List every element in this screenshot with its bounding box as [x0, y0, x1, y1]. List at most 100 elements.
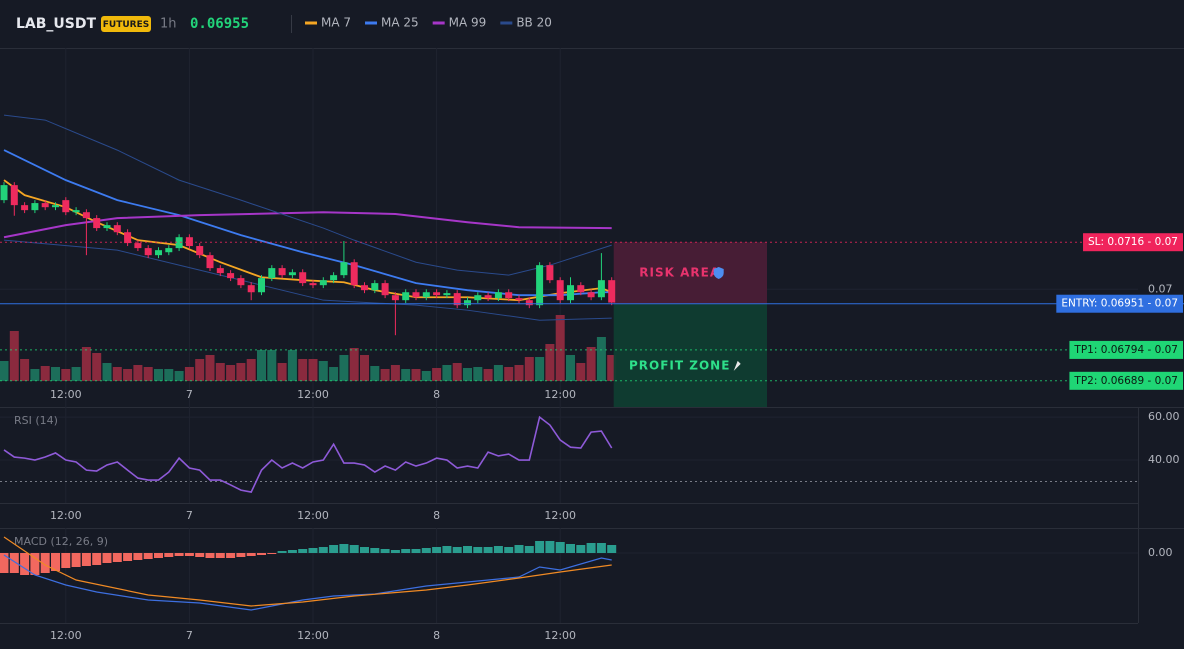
volume-bar — [535, 357, 545, 381]
candle-body — [124, 232, 132, 244]
candle-body — [567, 285, 574, 301]
macd-histogram-bar — [92, 553, 102, 565]
candle-body — [10, 185, 18, 206]
volume-bar — [452, 363, 462, 381]
x-tick-label: 12:00 — [297, 509, 329, 522]
candle-body — [464, 300, 471, 306]
macd-histogram-bar — [287, 550, 297, 553]
volume-bar — [215, 363, 225, 381]
zone-label: RISK AREA — [639, 265, 720, 279]
macd-histogram-bar — [463, 546, 472, 553]
volume-bar — [329, 367, 339, 381]
volume-bar — [390, 365, 400, 381]
macd-histogram-bar — [51, 553, 60, 571]
zone-label: PROFIT ZONE — [629, 358, 730, 372]
candle-body — [319, 280, 327, 286]
level-label: TP1: 0.06794 - 0.07 — [1073, 344, 1178, 356]
volume-bar — [123, 369, 133, 381]
candle-body — [453, 293, 461, 306]
volume-bar — [9, 331, 19, 381]
macd-histogram-bar — [421, 548, 431, 553]
candle-body — [597, 280, 605, 298]
volume-bar — [524, 357, 534, 381]
legend-entry: MA 25 — [381, 16, 419, 30]
volume-bar — [226, 365, 236, 381]
x-tick-label: 8 — [433, 388, 440, 401]
candle-body — [93, 218, 101, 229]
macd-histogram-bar — [401, 549, 411, 553]
candle-body — [237, 278, 245, 286]
candle-body — [587, 292, 595, 298]
macd-histogram-bar — [524, 546, 534, 553]
volume-bar — [154, 369, 163, 381]
macd-histogram-bar — [576, 545, 586, 553]
candle-body — [278, 268, 286, 276]
volume-bar — [298, 359, 308, 381]
x-tick-label: 12:00 — [50, 629, 82, 642]
volume-bar — [257, 350, 266, 381]
macd-histogram-bar — [0, 553, 9, 573]
volume-bar — [607, 355, 617, 381]
macd-line — [3, 536, 612, 607]
level-label: ENTRY: 0.06951 - 0.07 — [1061, 298, 1178, 310]
bb-band — [3, 114, 612, 276]
shield-icon — [713, 266, 724, 279]
x-tick-label: 12:00 — [544, 629, 576, 642]
candle-body — [175, 237, 183, 249]
volume-bar — [174, 371, 184, 381]
macd-histogram-bar — [102, 553, 112, 563]
x-tick-label: 12:00 — [50, 388, 82, 401]
macd-histogram-bar — [545, 541, 555, 553]
ma-line — [3, 211, 612, 239]
candle-body — [350, 262, 358, 286]
volume-bar — [205, 355, 215, 381]
level-label-bg — [1083, 233, 1183, 252]
candle-body — [330, 275, 338, 281]
macd-histogram-bar — [174, 553, 184, 556]
volume-bar — [20, 359, 30, 381]
macd-histogram-bar — [504, 547, 514, 553]
badge: FUTURES — [103, 20, 149, 30]
volume-bar — [545, 344, 555, 381]
volume-bar — [504, 367, 514, 381]
candle-body — [443, 293, 451, 296]
candle-body — [484, 295, 492, 299]
candle-body — [371, 283, 379, 291]
volume-bar — [566, 355, 575, 381]
y-tick-label: 60.00 — [1148, 410, 1180, 423]
x-tick-label: 8 — [433, 509, 440, 522]
zone — [613, 242, 767, 304]
volume-bar — [421, 371, 431, 381]
x-tick-label: 12:00 — [50, 509, 82, 522]
volume-bar — [596, 337, 606, 381]
interval: 1h — [160, 17, 177, 32]
volume-bar — [576, 363, 586, 381]
macd-histogram-bar — [40, 553, 50, 573]
candle-body — [361, 285, 368, 291]
macd-histogram-bar — [370, 548, 380, 553]
candle-body — [299, 272, 307, 284]
x-tick-label: 7 — [186, 388, 193, 401]
candle-body — [577, 285, 585, 293]
candle-body — [525, 300, 533, 306]
macd-histogram-bar — [257, 553, 266, 555]
y-tick-label: 0.00 — [1148, 546, 1173, 559]
level-label: TP2: 0.06689 - 0.07 — [1073, 375, 1178, 387]
volume-bar — [102, 363, 112, 381]
volume-bar — [61, 369, 71, 381]
macd-histogram-bar — [318, 547, 328, 553]
x-tick-label: 7 — [186, 509, 193, 522]
volume-bar — [463, 368, 472, 381]
volume-bar — [0, 361, 9, 381]
macd-histogram-bar — [184, 553, 194, 556]
candle-body — [72, 210, 80, 213]
level-label-bg — [1069, 371, 1183, 390]
volume-bar — [267, 350, 277, 381]
volume-bar — [349, 348, 359, 381]
volume-bar — [514, 365, 524, 381]
candle-body — [494, 292, 502, 299]
macd-histogram-bar — [535, 541, 545, 553]
candle-body — [21, 205, 29, 211]
symbol: LAB_USDT — [16, 16, 96, 32]
